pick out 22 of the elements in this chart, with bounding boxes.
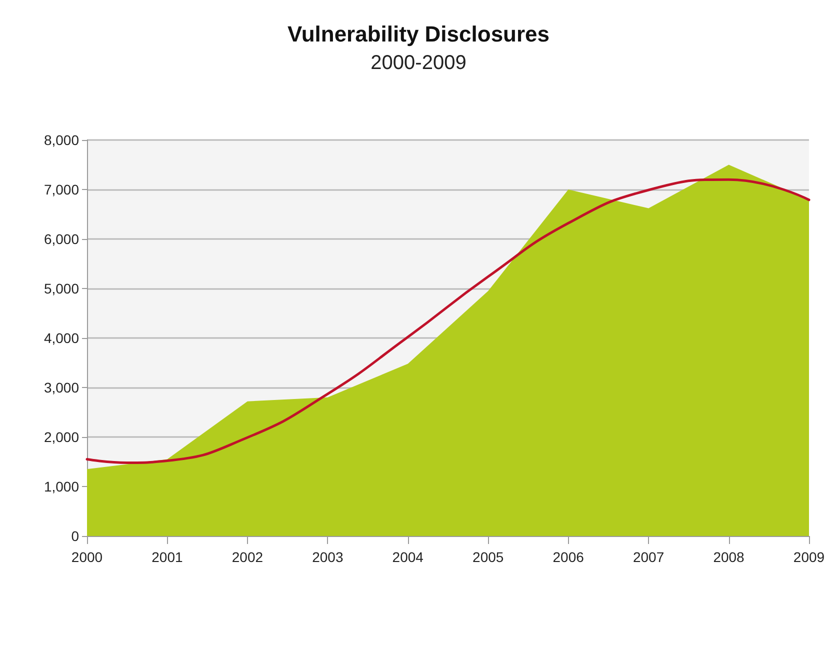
y-tick-label: 7,000 [44,182,80,198]
x-tick-label: 2004 [392,549,424,565]
y-tick-label: 3,000 [44,380,80,396]
x-tick-label: 2002 [232,549,264,565]
y-tick-label: 6,000 [44,231,80,247]
x-tick-label: 2006 [552,549,584,565]
x-tick-label: 2000 [71,549,103,565]
chart-title: Vulnerability Disclosures [287,22,550,46]
x-tick-label: 2005 [472,549,504,565]
y-tick-label: 4,000 [44,330,80,346]
x-tick-label: 2003 [312,549,344,565]
y-tick-label: 0 [71,528,80,544]
y-tick-label: 2,000 [44,429,80,445]
x-tick-label: 2009 [793,549,825,565]
y-tick-label: 8,000 [44,132,80,148]
y-tick-label: 1,000 [44,478,80,494]
x-tick-label: 2007 [632,549,664,565]
x-tick-label: 2001 [152,549,183,565]
chart-subtitle: 2000-2009 [370,52,466,74]
y-tick-label: 5,000 [44,280,80,296]
line-series [86,178,810,464]
x-tick-label: 2008 [713,549,745,565]
